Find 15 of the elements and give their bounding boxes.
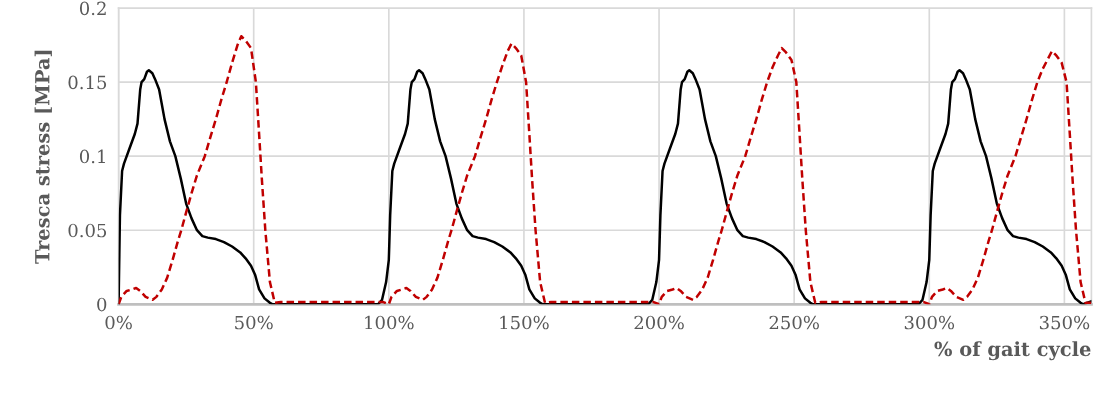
- y-axis-title: Tresca stress [MPa]: [34, 50, 52, 264]
- x-tick-label: 350%: [1039, 315, 1090, 330]
- y-tick-label: 0: [97, 297, 107, 312]
- x-tick-label: 200%: [634, 315, 684, 330]
- x-tick-label: 100%: [365, 315, 414, 330]
- x-tick-label: 300%: [904, 315, 955, 330]
- y-tick-label: 0.05: [68, 223, 107, 238]
- x-axis-title: % of gait cycle: [934, 341, 1091, 361]
- y-tick-label: 0.15: [68, 75, 107, 90]
- x-tick-label: 50%: [235, 315, 273, 330]
- x-tick-label: 250%: [769, 315, 819, 330]
- x-tick-label: 150%: [500, 315, 549, 330]
- y-tick-label: 0.1: [79, 149, 105, 164]
- x-tick-label: 0%: [105, 315, 132, 330]
- y-tick-label: 0.2: [79, 1, 106, 16]
